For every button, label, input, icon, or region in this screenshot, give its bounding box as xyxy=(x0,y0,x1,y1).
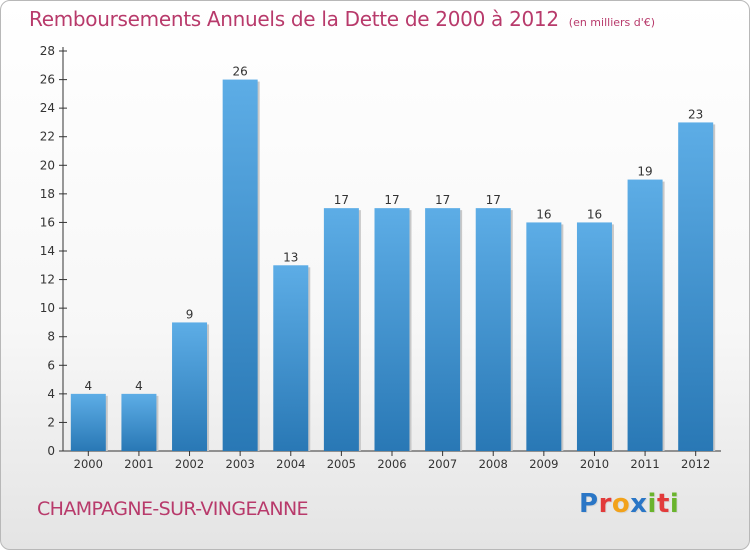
x-tick-label: 2011 xyxy=(630,457,659,471)
chart-subtitle: (en milliers d'€) xyxy=(568,16,656,29)
bar xyxy=(121,393,157,451)
x-tick-label: 2012 xyxy=(681,457,710,471)
bar xyxy=(273,265,309,451)
x-tick-label: 2002 xyxy=(175,457,204,471)
x-tick-label: 2010 xyxy=(580,457,609,471)
y-tick-label: 26 xyxy=(40,73,55,87)
logo-letter: P xyxy=(579,489,599,519)
y-tick-label: 0 xyxy=(47,444,55,458)
proxiti-logo: Proxiti xyxy=(579,489,679,519)
logo-letter: i xyxy=(669,489,680,519)
data-label: 17 xyxy=(435,193,450,207)
x-tick-label: 2003 xyxy=(226,457,255,471)
x-tick-label: 2005 xyxy=(327,457,356,471)
data-label: 16 xyxy=(587,207,602,221)
y-tick-label: 6 xyxy=(47,358,55,372)
y-tick-label: 2 xyxy=(47,415,55,429)
y-tick-label: 18 xyxy=(40,187,55,201)
bar xyxy=(374,208,410,451)
x-tick-label: 2008 xyxy=(479,457,508,471)
bar xyxy=(70,393,106,451)
x-tick-label: 2006 xyxy=(377,457,406,471)
x-tick-label: 2009 xyxy=(529,457,558,471)
logo-letter: i xyxy=(647,489,657,519)
bar xyxy=(222,79,258,452)
bar xyxy=(172,322,208,451)
y-tick-label: 28 xyxy=(40,44,55,58)
y-tick-label: 4 xyxy=(47,387,55,401)
data-label: 17 xyxy=(486,193,501,207)
data-label: 19 xyxy=(637,165,652,179)
chart-title: Remboursements Annuels de la Dette de 20… xyxy=(29,7,655,31)
x-tick-label: 2004 xyxy=(276,457,305,471)
logo-letter: t xyxy=(656,489,670,519)
x-tick-label: 2007 xyxy=(428,457,457,471)
data-label: 4 xyxy=(135,379,143,393)
bar xyxy=(627,179,663,452)
y-tick-label: 16 xyxy=(40,215,55,229)
logo-letter: r xyxy=(598,489,612,519)
y-tick-label: 22 xyxy=(40,130,55,144)
bar xyxy=(678,122,714,451)
y-tick-label: 8 xyxy=(47,330,55,344)
data-label: 16 xyxy=(536,207,551,221)
y-tick-label: 20 xyxy=(40,158,55,172)
logo-letter: o xyxy=(611,489,631,519)
data-label: 13 xyxy=(283,250,298,264)
data-label: 17 xyxy=(384,193,399,207)
x-tick-label: 2000 xyxy=(74,457,103,471)
y-tick-label: 14 xyxy=(40,244,55,258)
bar xyxy=(526,222,562,451)
y-tick-label: 12 xyxy=(40,273,55,287)
data-label: 17 xyxy=(334,193,349,207)
bar xyxy=(323,208,359,451)
commune-name: CHAMPAGNE-SUR-VINGEANNE xyxy=(37,498,309,520)
bar xyxy=(475,208,511,451)
data-label: 26 xyxy=(233,65,248,79)
data-label: 4 xyxy=(84,379,92,393)
logo-letter: x xyxy=(630,489,648,519)
bar xyxy=(576,222,612,451)
title-text: Remboursements Annuels de la Dette de 20… xyxy=(29,7,559,31)
y-tick-label: 24 xyxy=(40,101,55,115)
data-label: 23 xyxy=(688,107,703,121)
data-label: 9 xyxy=(186,307,194,321)
x-tick-label: 2001 xyxy=(124,457,153,471)
bar xyxy=(425,208,461,451)
y-tick-label: 10 xyxy=(40,301,55,315)
